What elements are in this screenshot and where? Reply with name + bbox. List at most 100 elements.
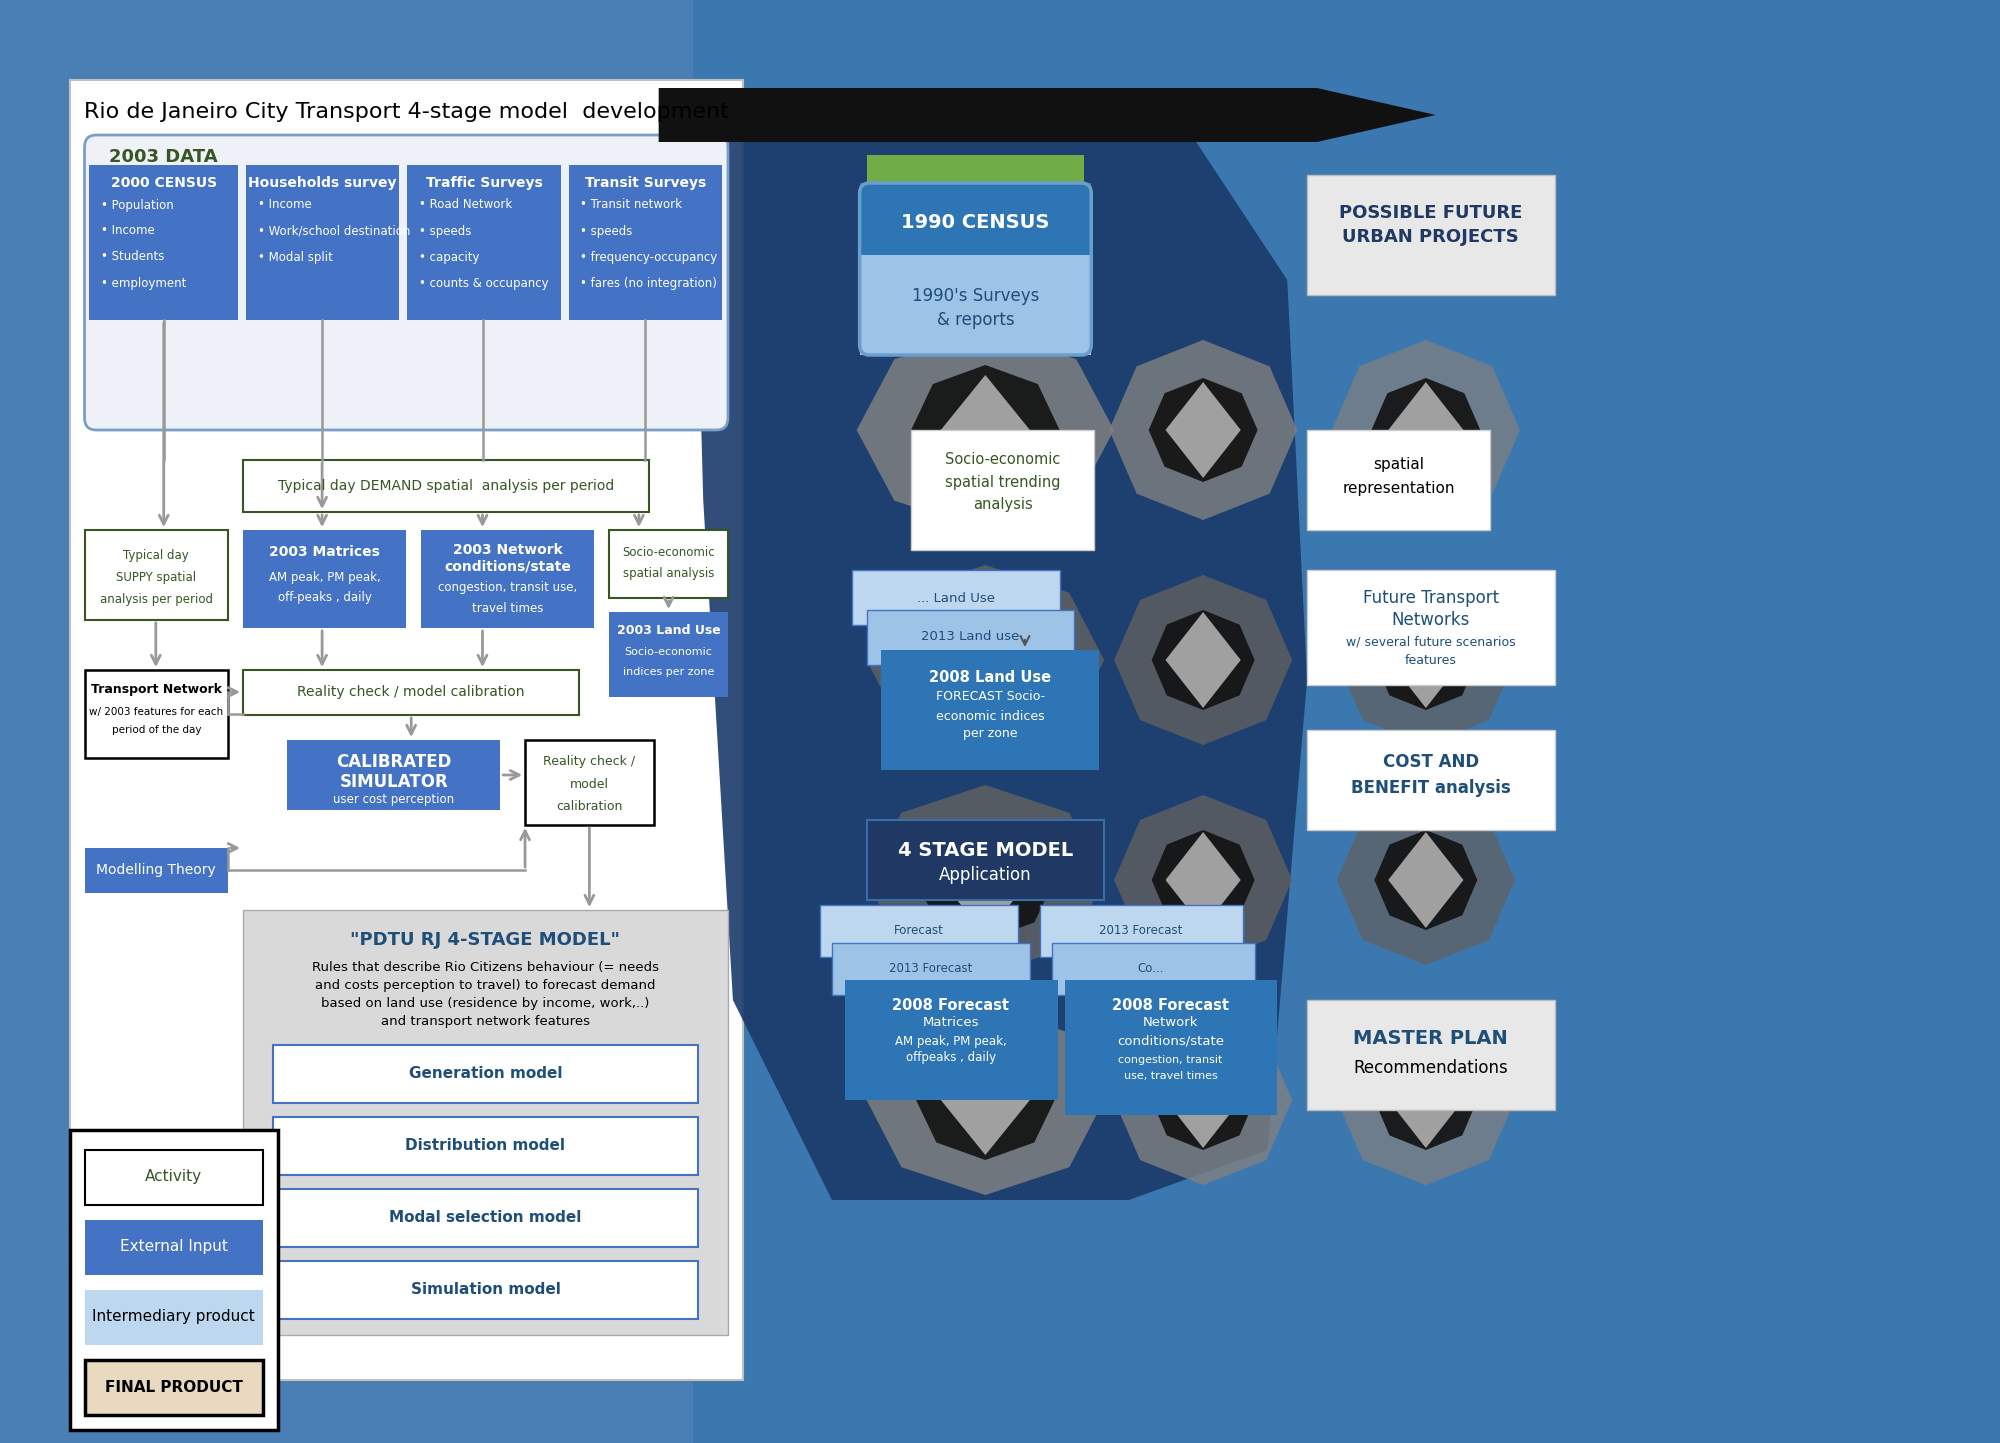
Text: off-peaks , daily: off-peaks , daily — [278, 592, 372, 605]
Bar — [242, 911, 728, 1335]
Text: 2013 Land use: 2013 Land use — [922, 631, 1020, 644]
Text: features: features — [1404, 654, 1456, 667]
Text: Socio-economic: Socio-economic — [622, 545, 714, 558]
Polygon shape — [1336, 1014, 1514, 1185]
Text: economic indices: economic indices — [936, 710, 1044, 723]
Bar — [70, 1130, 278, 1430]
Text: • employment: • employment — [102, 277, 186, 290]
Bar — [422, 530, 594, 628]
Text: • Road Network: • Road Network — [420, 199, 512, 212]
Text: Distribution model: Distribution model — [406, 1139, 566, 1153]
Text: Application: Application — [940, 866, 1032, 885]
Text: 2003 Land Use: 2003 Land Use — [616, 623, 720, 636]
Polygon shape — [1372, 378, 1480, 482]
Text: Network: Network — [1142, 1016, 1198, 1029]
Text: analysis: analysis — [972, 496, 1032, 511]
Bar — [84, 848, 228, 893]
Text: • counts & occupancy: • counts & occupancy — [420, 277, 548, 290]
Text: Modal selection model: Modal selection model — [390, 1211, 582, 1225]
Bar — [84, 1359, 262, 1416]
Bar — [866, 820, 1104, 900]
Text: travel times: travel times — [472, 602, 544, 615]
Text: • capacity: • capacity — [420, 251, 480, 264]
Text: COST AND: COST AND — [1382, 753, 1478, 771]
Text: MASTER PLAN: MASTER PLAN — [1354, 1029, 1508, 1048]
Text: Traffic Surveys: Traffic Surveys — [426, 176, 542, 190]
Text: Intermediary product: Intermediary product — [92, 1309, 254, 1325]
Bar — [694, 0, 2000, 1443]
Polygon shape — [916, 1040, 1054, 1160]
Text: spatial: spatial — [1374, 457, 1424, 472]
Text: Rules that describe Rio Citizens behaviour (= needs: Rules that describe Rio Citizens behavio… — [312, 961, 658, 974]
Bar — [820, 905, 1018, 957]
Text: Generation model: Generation model — [408, 1066, 562, 1081]
Polygon shape — [1374, 610, 1478, 710]
Polygon shape — [866, 785, 1104, 975]
Text: 2013 Forecast: 2013 Forecast — [1100, 925, 1182, 938]
Text: conditions/state: conditions/state — [444, 558, 572, 573]
Text: 2008 Forecast: 2008 Forecast — [1112, 997, 1228, 1013]
Polygon shape — [1152, 1051, 1254, 1150]
Bar — [1308, 430, 1490, 530]
Text: indices per zone: indices per zone — [622, 667, 714, 677]
Bar — [1052, 942, 1254, 996]
Bar — [272, 1261, 698, 1319]
Text: and transport network features: and transport network features — [380, 1016, 590, 1029]
Bar — [852, 570, 1060, 625]
Text: 2003 DATA: 2003 DATA — [110, 149, 218, 166]
Polygon shape — [1166, 612, 1240, 709]
Text: 4 STAGE MODEL: 4 STAGE MODEL — [898, 840, 1072, 860]
Bar — [610, 530, 728, 597]
Polygon shape — [856, 330, 1114, 530]
Text: Transport Network: Transport Network — [90, 684, 222, 697]
Text: 1990 CENSUS: 1990 CENSUS — [902, 212, 1050, 231]
Text: FORECAST Socio-: FORECAST Socio- — [936, 691, 1044, 704]
Text: • speeds: • speeds — [420, 225, 472, 238]
Text: • Work/school destination: • Work/school destination — [258, 225, 410, 238]
Bar — [1064, 980, 1278, 1115]
Bar — [84, 530, 228, 620]
Bar — [272, 1117, 698, 1175]
Text: Matrices: Matrices — [922, 1016, 978, 1029]
Text: Socio-economic: Socio-economic — [624, 646, 712, 657]
Polygon shape — [1166, 833, 1240, 928]
Text: SUPPY spatial: SUPPY spatial — [116, 570, 196, 583]
Text: • fares (no integration): • fares (no integration) — [580, 277, 718, 290]
Text: 2003 Matrices: 2003 Matrices — [270, 545, 380, 558]
Text: Transit Surveys: Transit Surveys — [584, 176, 706, 190]
Bar — [844, 980, 1058, 1100]
Text: representation: representation — [1342, 481, 1454, 495]
Text: • Modal split: • Modal split — [258, 251, 332, 264]
Text: Typical day: Typical day — [124, 548, 190, 561]
Text: congestion, transit use,: congestion, transit use, — [438, 582, 578, 595]
Polygon shape — [1374, 1051, 1478, 1150]
Polygon shape — [916, 600, 1054, 720]
Polygon shape — [866, 1004, 1104, 1195]
Text: CALIBRATED: CALIBRATED — [336, 753, 452, 771]
Polygon shape — [912, 365, 1060, 495]
Text: 2000 CENSUS: 2000 CENSUS — [110, 176, 216, 190]
Bar — [912, 430, 1094, 550]
Bar — [860, 255, 1092, 355]
Text: • Students: • Students — [102, 251, 164, 264]
Text: conditions/state: conditions/state — [1116, 1035, 1224, 1048]
Bar — [568, 165, 722, 320]
Text: BENEFIT analysis: BENEFIT analysis — [1350, 779, 1510, 797]
Text: AM peak, PM peak,: AM peak, PM peak, — [268, 571, 380, 584]
Text: • frequency-occupancy: • frequency-occupancy — [580, 251, 718, 264]
Text: Modelling Theory: Modelling Theory — [96, 863, 216, 877]
Polygon shape — [916, 820, 1054, 939]
Polygon shape — [1388, 382, 1464, 478]
Polygon shape — [940, 605, 1030, 714]
Text: Activity: Activity — [146, 1169, 202, 1185]
Text: Rio de Janeiro City Transport 4-stage model  development: Rio de Janeiro City Transport 4-stage mo… — [84, 102, 728, 123]
Text: Reality check / model calibration: Reality check / model calibration — [298, 685, 524, 698]
Polygon shape — [1114, 795, 1292, 965]
Bar — [860, 183, 1092, 255]
Bar — [70, 79, 742, 1380]
Polygon shape — [1114, 574, 1292, 745]
Text: w/ 2003 features for each: w/ 2003 features for each — [90, 707, 224, 717]
Polygon shape — [1114, 1014, 1292, 1185]
Polygon shape — [694, 130, 1308, 1201]
Text: use, travel times: use, travel times — [1124, 1071, 1218, 1081]
